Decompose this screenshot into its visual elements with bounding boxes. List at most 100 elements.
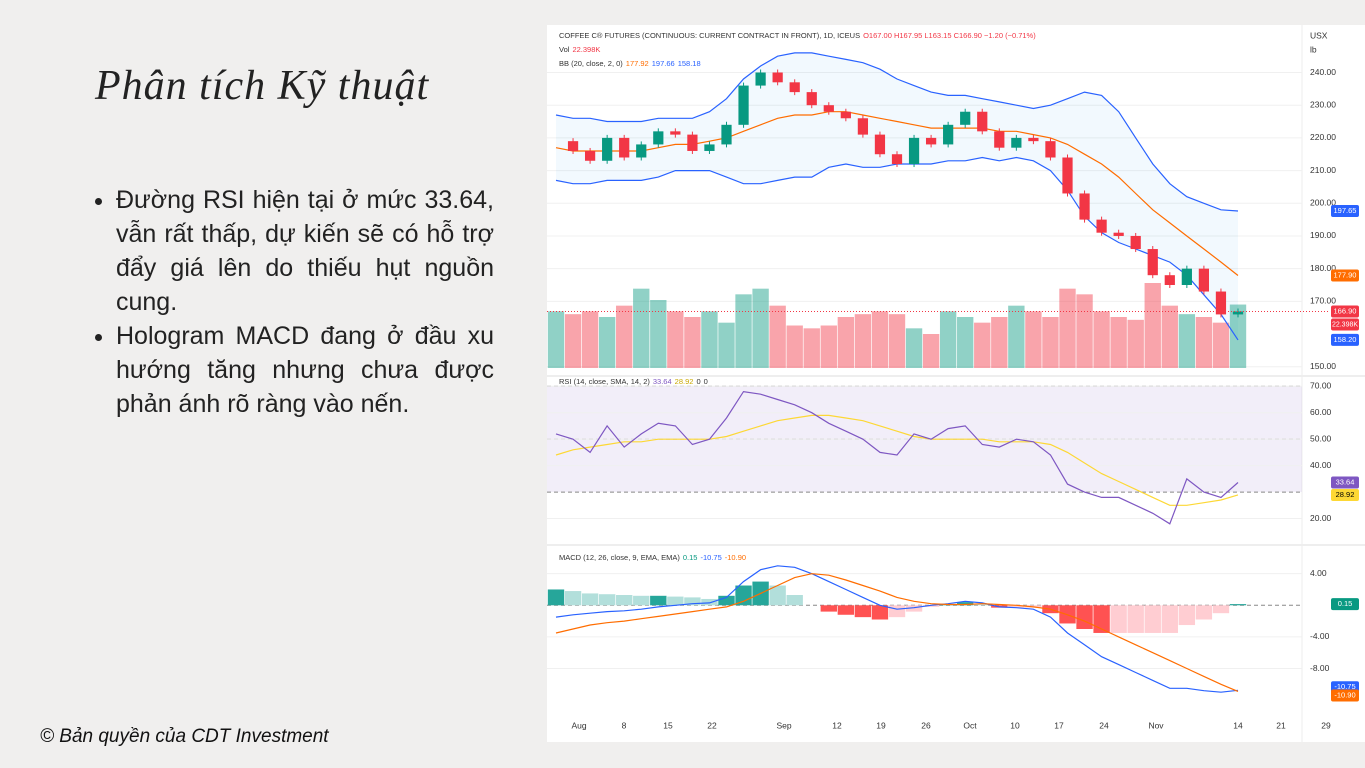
candle: [1130, 235, 1141, 250]
candle: [925, 137, 937, 145]
candle: [857, 118, 869, 135]
candle: [1232, 311, 1244, 315]
macd-histogram: [684, 597, 701, 606]
legend-item: Vol: [559, 45, 570, 54]
x-tick-label: 26: [921, 720, 931, 730]
macd-histogram: [974, 604, 991, 606]
macd-histogram: [1110, 605, 1127, 633]
x-tick-label: Aug: [571, 720, 586, 730]
y-tick-label: 20.00: [1310, 513, 1332, 523]
price-badge: [1331, 333, 1359, 346]
y-tick-label: 150.00: [1310, 361, 1336, 371]
macd-histogram: [616, 595, 633, 606]
volume-bar: [650, 300, 667, 368]
legend: RSI (14, close, SMA, 14, 2) 33.64 28.92 0 0: [559, 377, 708, 386]
badge-label: -10.90: [1334, 690, 1355, 699]
legend-item: BB (20, close, 2, 0): [559, 59, 623, 68]
volume-bar: [633, 288, 650, 368]
macd-histogram: [735, 585, 752, 606]
legend-item: 0: [696, 377, 700, 386]
unit: lb: [1310, 44, 1317, 54]
legend-item: O167.00 H167.95 L163.15 C166.90 −1.20 (−…: [863, 31, 1036, 40]
x-tick-label: 29: [1321, 720, 1331, 730]
macd-histogram: [581, 593, 599, 606]
y-tick-label: -8.00: [1310, 663, 1330, 673]
y-tick-label: -4.00: [1310, 631, 1330, 641]
macd-histogram: [1161, 605, 1178, 633]
volume-bar: [905, 328, 923, 368]
y-tick-label: 50.00: [1310, 433, 1332, 443]
badge-label: 177.90: [1334, 271, 1357, 280]
macd-histogram: [564, 591, 582, 606]
macd-histogram: [769, 585, 786, 606]
footer: © Bản quyền của CDT Investment: [40, 726, 329, 747]
candle: [772, 72, 783, 83]
macd-histogram: [650, 595, 667, 606]
candle: [1028, 137, 1039, 142]
macd-histogram: [1178, 605, 1196, 626]
rsi-line: [555, 390, 1239, 525]
y-tick-label: 210.00: [1310, 165, 1336, 175]
signal-line: [555, 573, 1239, 692]
legend-item: 28.92: [675, 377, 694, 386]
y-tick-label: 200.00: [1310, 198, 1336, 208]
macd-histogram: [1229, 604, 1247, 606]
macd-histogram: [1195, 605, 1213, 620]
volume-bar: [786, 325, 803, 368]
volume-bar: [1110, 317, 1127, 368]
y-tick-label: 170.00: [1310, 296, 1336, 306]
volume-bar: [1025, 311, 1042, 368]
badge-label: 22.398K: [1332, 321, 1358, 328]
macd-histogram: [701, 598, 718, 606]
volume-bar: [547, 311, 565, 368]
macd-histogram: [905, 605, 923, 612]
legend-item: 22.398K: [572, 45, 600, 54]
volume-bar: [820, 325, 837, 368]
volume-bar: [1178, 314, 1196, 368]
price-badge: [1331, 204, 1359, 217]
volume-bar: [769, 305, 786, 368]
y-tick-label: 4.00: [1310, 568, 1327, 578]
legend-item: 0: [704, 377, 708, 386]
bullet: Đường RSI hiện tại ở mức 33.64, vẫn rất …: [116, 183, 494, 319]
volume-bar: [957, 317, 974, 368]
volume-bar: [598, 317, 616, 368]
volume-bar: [854, 314, 872, 368]
x-tick-label: 19: [876, 720, 886, 730]
volume-bar: [564, 314, 582, 368]
candle: [1096, 219, 1107, 233]
candle: [1164, 275, 1175, 285]
candle: [619, 137, 630, 158]
legend-item: 177.92: [626, 59, 649, 68]
volume-bar: [1076, 294, 1093, 368]
candle: [1062, 157, 1073, 194]
y-tick-label: 40.00: [1310, 460, 1332, 470]
legend-item: 158.18: [678, 59, 701, 68]
volume-bar: [1008, 305, 1025, 368]
macd-histogram: [547, 589, 565, 606]
volume-bar: [888, 314, 906, 368]
x-tick-label: Oct: [963, 720, 977, 730]
price-badge: [1331, 689, 1359, 702]
candle: [1113, 232, 1124, 236]
volume-badge: [1331, 318, 1359, 331]
candle: [653, 131, 664, 145]
y-tick-label: 230.00: [1310, 99, 1336, 109]
volume-bar: [701, 311, 718, 368]
x-tick-label: 12: [832, 720, 842, 730]
volume-bar: [1229, 304, 1247, 368]
candle: [823, 105, 834, 112]
legend-item: 33.64: [653, 377, 672, 386]
candle: [584, 150, 596, 161]
volume-bar: [581, 311, 599, 368]
price-badge: [1331, 476, 1359, 489]
price-badge: [1331, 305, 1359, 318]
macd-histogram: [718, 595, 735, 606]
macd-histogram: [888, 605, 906, 618]
y-tick-label: 70.00: [1310, 381, 1332, 391]
legend: MACD (12, 26, close, 9, EMA, EMA) 0.15 -10…: [559, 553, 746, 562]
x-tick-label: 8: [622, 720, 627, 730]
candle: [840, 111, 851, 119]
